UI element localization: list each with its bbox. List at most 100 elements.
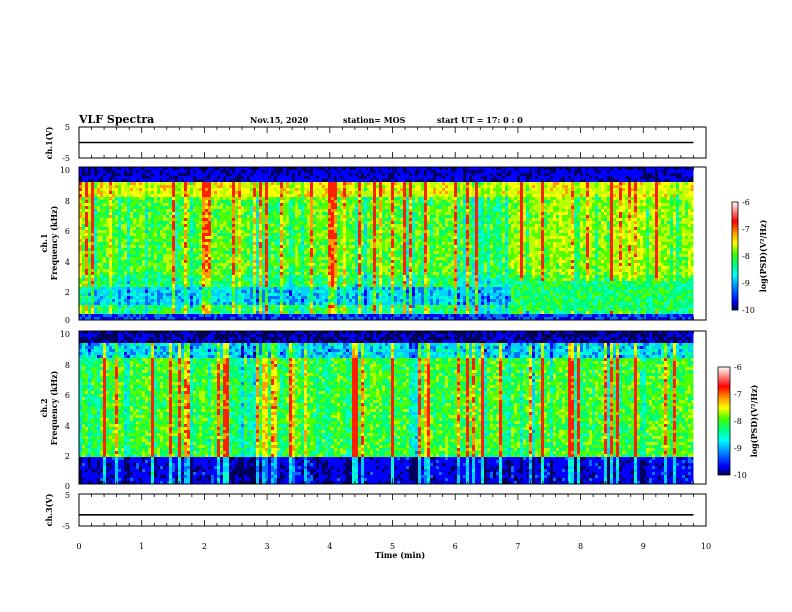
spectrogram-cell <box>121 296 124 299</box>
spectrogram-cell <box>334 176 337 179</box>
spectrogram-cell <box>133 281 136 284</box>
spectrogram-cell <box>232 194 235 197</box>
spectrogram-cell <box>145 227 148 230</box>
spectrogram-cell <box>127 266 130 269</box>
spectrogram-cell <box>190 176 193 179</box>
spectrogram-cell <box>265 299 268 302</box>
spectrogram-cell <box>283 284 286 287</box>
spectrogram-cell <box>193 275 196 278</box>
spectrogram-cell <box>355 197 358 200</box>
spectrogram-cell <box>328 227 331 230</box>
spectrogram-cell <box>136 224 139 227</box>
spectrogram-cell <box>202 179 205 182</box>
spectrogram-cell <box>349 281 352 284</box>
spectrogram-cell <box>229 278 232 281</box>
spectrogram-cell <box>79 308 82 311</box>
spectrogram-cell <box>292 317 295 320</box>
spectrogram-cell <box>265 251 268 254</box>
spectrogram-cell <box>172 299 175 302</box>
spectrogram-cell <box>154 296 157 299</box>
spectrogram-cell <box>319 182 322 185</box>
spectrogram-cell <box>97 248 100 251</box>
spectrogram-cell <box>235 230 238 233</box>
spectrogram-cell <box>94 242 97 245</box>
spectrogram-cell <box>280 290 283 293</box>
spectrogram-cell <box>118 185 121 188</box>
spectrogram-cell <box>304 218 307 221</box>
spectrogram-cell <box>97 293 100 296</box>
spectrogram-cell <box>271 182 274 185</box>
spectrogram-cell <box>355 248 358 251</box>
spectrogram-cell <box>142 194 145 197</box>
spectrogram-cell <box>127 281 130 284</box>
spectrogram-cell <box>82 218 85 221</box>
spectrogram-cell <box>265 236 268 239</box>
spectrogram-cell <box>355 221 358 224</box>
spectrogram-cell <box>208 293 211 296</box>
spectrogram-cell <box>160 263 163 266</box>
spectrogram-cell <box>241 176 244 179</box>
spectrogram-cell <box>352 317 355 320</box>
spectrogram-cell <box>355 281 358 284</box>
spectrogram-cell <box>274 167 277 170</box>
spectrogram-cell <box>130 251 133 254</box>
spectrogram-cell <box>265 203 268 206</box>
spectrogram-cell <box>121 308 124 311</box>
spectrogram-cell <box>148 290 151 293</box>
spectrogram-cell <box>265 257 268 260</box>
spectrogram-cell <box>193 218 196 221</box>
spectrogram-cell <box>238 194 241 197</box>
spectrogram-cell <box>328 302 331 305</box>
spectrogram-cell <box>334 230 337 233</box>
spectrogram-cell <box>256 278 259 281</box>
spectrogram-cell <box>184 212 187 215</box>
spectrogram-cell <box>238 230 241 233</box>
spectrogram-cell <box>304 290 307 293</box>
spectrogram-cell <box>367 245 370 248</box>
spectrogram-cell <box>337 266 340 269</box>
spectrogram-cell <box>181 206 184 209</box>
spectrogram-cell <box>121 230 124 233</box>
spectrogram-cell <box>196 227 199 230</box>
spectrogram-cell <box>130 260 133 263</box>
spectrogram-cell <box>367 233 370 236</box>
spectrogram-cell <box>256 272 259 275</box>
spectrogram-cell <box>367 242 370 245</box>
spectrogram-cell <box>349 218 352 221</box>
spectrogram-cell <box>295 260 298 263</box>
spectrogram-cell <box>256 305 259 308</box>
spectrogram-cell <box>364 317 367 320</box>
spectrogram-cell <box>160 239 163 242</box>
spectrogram-cell <box>346 185 349 188</box>
spectrogram-cell <box>268 215 271 218</box>
spectrogram-cell <box>214 266 217 269</box>
spectrogram-cell <box>322 308 325 311</box>
spectrogram-cell <box>157 224 160 227</box>
spectrogram-cell <box>175 179 178 182</box>
spectrogram-cell <box>343 167 346 170</box>
spectrogram-cell <box>115 182 118 185</box>
spectrogram-cell <box>133 308 136 311</box>
spectrogram-cell <box>349 278 352 281</box>
spectrogram-cell <box>370 203 373 206</box>
spectrogram-cell <box>250 314 253 317</box>
spectrogram-cell <box>115 191 118 194</box>
spectrogram-cell <box>91 242 94 245</box>
spectrogram-cell <box>271 191 274 194</box>
spectrogram-cell <box>226 281 229 284</box>
spectrogram-cell <box>343 296 346 299</box>
spectrogram-cell <box>244 311 247 314</box>
spectrogram-cell <box>361 317 364 320</box>
spectrogram-cell <box>226 191 229 194</box>
spectrogram-cell <box>277 257 280 260</box>
spectrogram-cell <box>286 167 289 170</box>
spectrogram-cell <box>364 269 367 272</box>
spectrogram-cell <box>352 212 355 215</box>
spectrogram-cell <box>145 281 148 284</box>
spectrogram-cell <box>145 176 148 179</box>
spectrogram-cell <box>145 290 148 293</box>
spectrogram-cell <box>151 176 154 179</box>
spectrogram-cell <box>343 263 346 266</box>
spectrogram-cell <box>118 254 121 257</box>
spectrogram-cell <box>346 308 349 311</box>
